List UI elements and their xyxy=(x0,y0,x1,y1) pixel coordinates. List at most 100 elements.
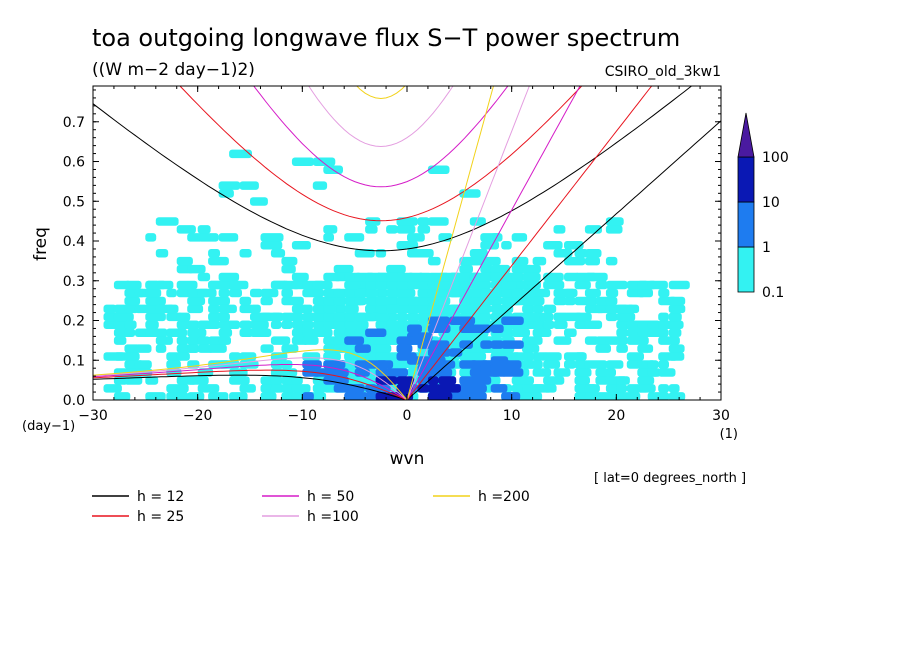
spectrum-cell xyxy=(250,197,268,206)
spectrum-cell xyxy=(417,217,430,226)
spectrum-cell xyxy=(208,256,229,266)
spectrum-cell xyxy=(564,296,576,306)
spectrum-cell xyxy=(239,296,252,306)
spectrum-cell xyxy=(176,256,193,266)
gravity-curve-h50 xyxy=(253,86,509,188)
spectrum-cell xyxy=(595,280,608,290)
spectrum-cell xyxy=(480,256,501,266)
spectrum-cell xyxy=(469,352,487,361)
spectrum-cell xyxy=(564,288,578,298)
spectrum-cell xyxy=(616,376,630,385)
y-tick-label: 0.6 xyxy=(63,155,85,171)
spectrum-cell xyxy=(480,264,494,274)
y-tick-label: 0.5 xyxy=(63,194,85,210)
rossby-curve-h50 xyxy=(93,364,408,400)
spectrum-cell xyxy=(668,304,686,314)
spectrum-cell xyxy=(574,312,592,322)
spectrum-cell xyxy=(668,296,686,306)
spectrum-cell xyxy=(438,296,451,306)
spectrum-cell xyxy=(312,157,336,166)
spectrum-cell xyxy=(145,296,166,306)
spectrum-cell xyxy=(417,384,430,393)
axis-ticks: −30 −20 −10 0 10 20 30 0.0 0.1 0.2 0.3 0.4 0.5 0.6 0.7 xyxy=(63,86,730,424)
spectrum-cell xyxy=(354,249,375,258)
spectrum-cell xyxy=(543,272,564,282)
spectrum-cell xyxy=(197,288,217,298)
spectrum-cell xyxy=(166,360,181,369)
spectrum-cell xyxy=(647,328,669,337)
spectrum-cell xyxy=(260,241,283,250)
spectrum-cell xyxy=(605,296,618,306)
spectrum-cell xyxy=(396,288,416,298)
spectrum-cell xyxy=(553,336,572,345)
spectrum-cells xyxy=(103,149,690,400)
spectrum-cell xyxy=(281,320,293,329)
spectrum-cell xyxy=(417,225,431,234)
x-tick-label: 30 xyxy=(712,408,730,424)
spectrum-cell xyxy=(145,376,159,385)
x-tick-label: 20 xyxy=(607,408,625,424)
kelvin-curve-h100 xyxy=(406,86,530,400)
spectrum-cell xyxy=(668,352,685,361)
spectrum-cell xyxy=(490,340,504,349)
spectrum-cell xyxy=(480,304,492,314)
y-tick-label: 0.4 xyxy=(63,234,85,250)
spectrum-cell xyxy=(229,352,241,361)
gravity-curve-h100 xyxy=(308,86,454,148)
spectrum-cell xyxy=(626,392,641,400)
spectrum-cell xyxy=(522,360,537,369)
spectrum-cell xyxy=(176,392,189,400)
spectrum-cell xyxy=(302,360,322,369)
legend-label: h = 12 xyxy=(137,489,184,505)
spectrum-cell xyxy=(386,320,404,329)
spectrum-cell xyxy=(511,352,535,361)
spectrum-cell xyxy=(250,288,263,298)
spectrum-cell xyxy=(197,225,211,234)
y-tick-label: 0.3 xyxy=(63,274,85,290)
spectrum-cell xyxy=(543,360,561,369)
spectrum-cell xyxy=(511,256,529,266)
spectrum-cell xyxy=(270,384,285,393)
spectrum-cell xyxy=(427,384,442,393)
spectrum-cell xyxy=(281,296,304,306)
spectrum-cell xyxy=(459,296,470,306)
spectrum-cell xyxy=(396,360,409,369)
spectrum-cell xyxy=(637,288,653,298)
spectrum-cell xyxy=(124,320,137,329)
spectrum-cell xyxy=(396,217,418,226)
spectrum-cell xyxy=(344,336,365,345)
spectrum-cell xyxy=(532,256,547,266)
x-tick-label: 0 xyxy=(403,408,412,424)
spectrum-cell xyxy=(113,336,127,345)
spectrum-cell xyxy=(626,336,649,345)
spectrum-cell xyxy=(208,344,227,353)
spectrum-cell xyxy=(543,352,562,361)
spectrum-cell xyxy=(281,344,299,353)
spectrum-cell xyxy=(616,384,628,393)
spectrum-cell xyxy=(333,264,354,274)
spectrum-cell xyxy=(365,225,378,234)
spectrum-cell xyxy=(396,344,413,353)
spectrum-cell xyxy=(354,344,371,353)
spectrum-cell xyxy=(375,352,393,361)
spectrum-cell xyxy=(113,312,134,322)
colorbar-level-label: 10 xyxy=(762,195,780,211)
spectrum-cell xyxy=(155,249,169,258)
spectrum-cell xyxy=(239,249,252,258)
spectrum-cell xyxy=(584,288,601,298)
spectrum-cell xyxy=(553,225,566,234)
spectrum-cell xyxy=(647,280,668,290)
kelvin-curve-h50 xyxy=(406,86,581,400)
spectrum-cell xyxy=(532,288,551,298)
spectrum-cell xyxy=(291,157,314,166)
spectrum-cell xyxy=(543,384,557,393)
y-tick-label: 0.2 xyxy=(63,314,85,330)
x-tick-label: 10 xyxy=(503,408,521,424)
spectrum-cell xyxy=(469,384,487,393)
kelvin-curve-h12 xyxy=(406,120,721,400)
spectrum-cell xyxy=(176,225,196,234)
x-tick-label: −10 xyxy=(288,408,318,424)
spectrum-cell xyxy=(386,368,408,377)
spectrum-cell xyxy=(281,288,293,298)
spectrum-cell xyxy=(427,288,440,298)
